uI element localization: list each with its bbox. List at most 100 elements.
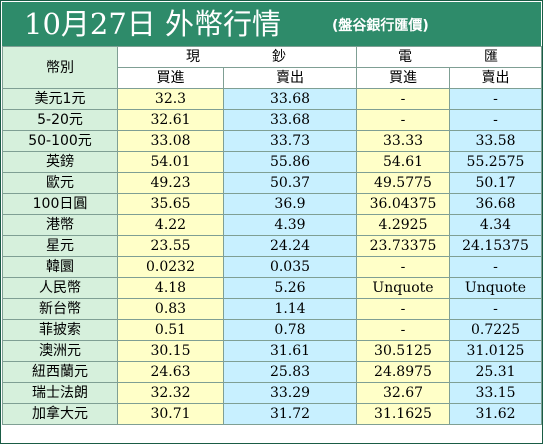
page-subtitle: (盤谷銀行匯價): [332, 18, 429, 34]
transfer-buy-rate: 30.5125: [356, 340, 450, 362]
transfer-sell-rate: -: [449, 88, 542, 110]
table-row: 澳洲元 30.15 31.61 30.5125 31.0125: [2, 340, 542, 362]
transfer-buy-rate: 32.67: [356, 382, 450, 404]
table-row: 港幣 4.22 4.39 4.2925 4.34: [2, 214, 542, 236]
currency-name: 歐元: [2, 172, 118, 194]
header-row-columns: 買進 賣出 買進 賣出: [3, 67, 542, 89]
cash-sell-rate: 33.68: [223, 88, 357, 110]
cash-buy-rate: 32.61: [117, 109, 224, 131]
transfer-buy-rate: 23.73375: [356, 235, 450, 257]
transfer-sell-rate: -: [449, 298, 542, 320]
currency-name: 澳洲元: [2, 340, 118, 362]
currency-name: 5-20元: [2, 109, 118, 131]
table-row: 瑞士法朗 32.32 33.29 32.67 33.15: [2, 382, 542, 404]
cash-buy-rate: 23.55: [117, 235, 224, 257]
cash-buy-rate: 0.51: [117, 319, 224, 341]
cash-buy-rate: 32.3: [117, 88, 224, 110]
table-row: 新台幣 0.83 1.14- -: [2, 298, 542, 320]
transfer-sell-rate: 33.15: [449, 382, 542, 404]
transfer-sell-rate: 36.68: [449, 193, 542, 215]
transfer-group-char-2: 匯: [484, 49, 500, 65]
cash-group-char-2: 鈔: [272, 49, 288, 65]
transfer-buy-rate: Unquote: [356, 277, 450, 299]
cash-group-header: 現鈔: [117, 46, 357, 68]
transfer-sell-rate: 0.7225: [449, 319, 542, 341]
cash-buy-rate: 49.23: [117, 172, 224, 194]
cash-buy-rate: 4.18: [117, 277, 224, 299]
currency-name: 50-100元: [2, 130, 118, 152]
cash-buy-rate: 24.63: [117, 361, 224, 383]
currency-name: 加拿大元: [2, 403, 118, 425]
cash-sell-rate: 24.24: [223, 235, 357, 257]
cash-sell-rate: 4.39: [223, 214, 357, 236]
cash-sell-rate: 36.9: [223, 193, 357, 215]
cash-sell-rate: 1.14: [223, 298, 357, 320]
transfer-sell-rate: 25.31: [449, 361, 542, 383]
transfer-sell-rate: 55.2575: [449, 151, 542, 173]
table-row: 紐西蘭元 24.63 25.83 24.8975 25.31: [2, 361, 542, 383]
cash-sell-rate: 31.61: [223, 340, 357, 362]
currency-name: 星元: [2, 235, 118, 257]
table-row: 歐元 49.23 50.37 49.5775 50.17: [2, 172, 542, 194]
table-row: 星元 23.55 24.24 23.73375 24.15375: [2, 235, 542, 257]
cash-buy-rate: 30.15: [117, 340, 224, 362]
exchange-rate-table: 幣別 現鈔 電匯 買進 賣出 買進 賣出 美元1元 32.3 33.68- -5-20…: [2, 46, 542, 425]
transfer-sell-rate: 33.58: [449, 130, 542, 152]
transfer-buy-rate: -: [356, 109, 450, 131]
currency-name: 瑞士法朗: [2, 382, 118, 404]
transfer-buy-rate: 4.2925: [356, 214, 450, 236]
cash-sell-rate: 33.29: [223, 382, 357, 404]
transfer-buy-rate: 24.8975: [356, 361, 450, 383]
currency-name: 菲披索: [2, 319, 118, 341]
transfer-group-char-1: 電: [398, 49, 414, 65]
transfer-buy-rate: 33.33: [356, 130, 450, 152]
transfer-buy-rate: -: [356, 88, 450, 110]
transfer-buy-rate: -: [356, 319, 450, 341]
rate-rows: 美元1元 32.3 33.68- -5-20元 32.61 33.68- -50-100元 3…: [2, 88, 542, 425]
transfer-buy-header: 買進: [356, 67, 450, 89]
transfer-sell-rate: 24.15375: [449, 235, 542, 257]
title-bar: 10月27日 外幣行情 (盤谷銀行匯價): [2, 2, 541, 46]
table-row: 菲披索 0.51 0.78-0.7225: [2, 319, 542, 341]
currency-name: 韓圜: [2, 256, 118, 278]
cash-sell-rate: 33.68: [223, 109, 357, 131]
cash-buy-rate: 0.0232: [117, 256, 224, 278]
cash-group-char-1: 現: [186, 49, 202, 65]
transfer-sell-rate: 31.62: [449, 403, 542, 425]
table-row: 100日圓 35.65 36.9 36.04375 36.68: [2, 193, 542, 215]
currency-name: 英鎊: [2, 151, 118, 173]
cash-buy-rate: 32.32: [117, 382, 224, 404]
transfer-buy-rate: 31.1625: [356, 403, 450, 425]
cash-sell-rate: 0.78: [223, 319, 357, 341]
transfer-sell-rate: Unquote: [449, 277, 542, 299]
cash-sell-rate: 50.37: [223, 172, 357, 194]
cash-buy-rate: 4.22: [117, 214, 224, 236]
cash-sell-rate: 25.83: [223, 361, 357, 383]
transfer-group-header: 電匯: [356, 46, 542, 68]
transfer-buy-rate: -: [356, 256, 450, 278]
transfer-buy-rate: 49.5775: [356, 172, 450, 194]
table-row: 英鎊 54.01 55.86 54.61 55.2575: [2, 151, 542, 173]
transfer-sell-rate: 31.0125: [449, 340, 542, 362]
table-row: 人民幣 4.18 5.26 Unquote Unquote: [2, 277, 542, 299]
transfer-sell-rate: -: [449, 256, 542, 278]
cash-buy-rate: 30.71: [117, 403, 224, 425]
currency-name: 人民幣: [2, 277, 118, 299]
cash-sell-rate: 31.72: [223, 403, 357, 425]
cash-buy-rate: 0.83: [117, 298, 224, 320]
currency-name: 100日圓: [2, 193, 118, 215]
transfer-sell-rate: 50.17: [449, 172, 542, 194]
currency-column-header: 幣別: [2, 46, 118, 89]
cash-sell-header: 賣出: [223, 67, 357, 89]
table-row: 加拿大元 30.71 31.72 31.1625 31.62: [2, 403, 542, 425]
currency-name: 美元1元: [2, 88, 118, 110]
table-row: 韓圜 0.0232 0.035- -: [2, 256, 542, 278]
transfer-buy-rate: 54.61: [356, 151, 450, 173]
cash-buy-header: 買進: [117, 67, 224, 89]
cash-buy-rate: 35.65: [117, 193, 224, 215]
currency-name: 新台幣: [2, 298, 118, 320]
table-row: 美元1元 32.3 33.68- -: [2, 88, 542, 110]
transfer-buy-rate: 36.04375: [356, 193, 450, 215]
transfer-sell-rate: 4.34: [449, 214, 542, 236]
